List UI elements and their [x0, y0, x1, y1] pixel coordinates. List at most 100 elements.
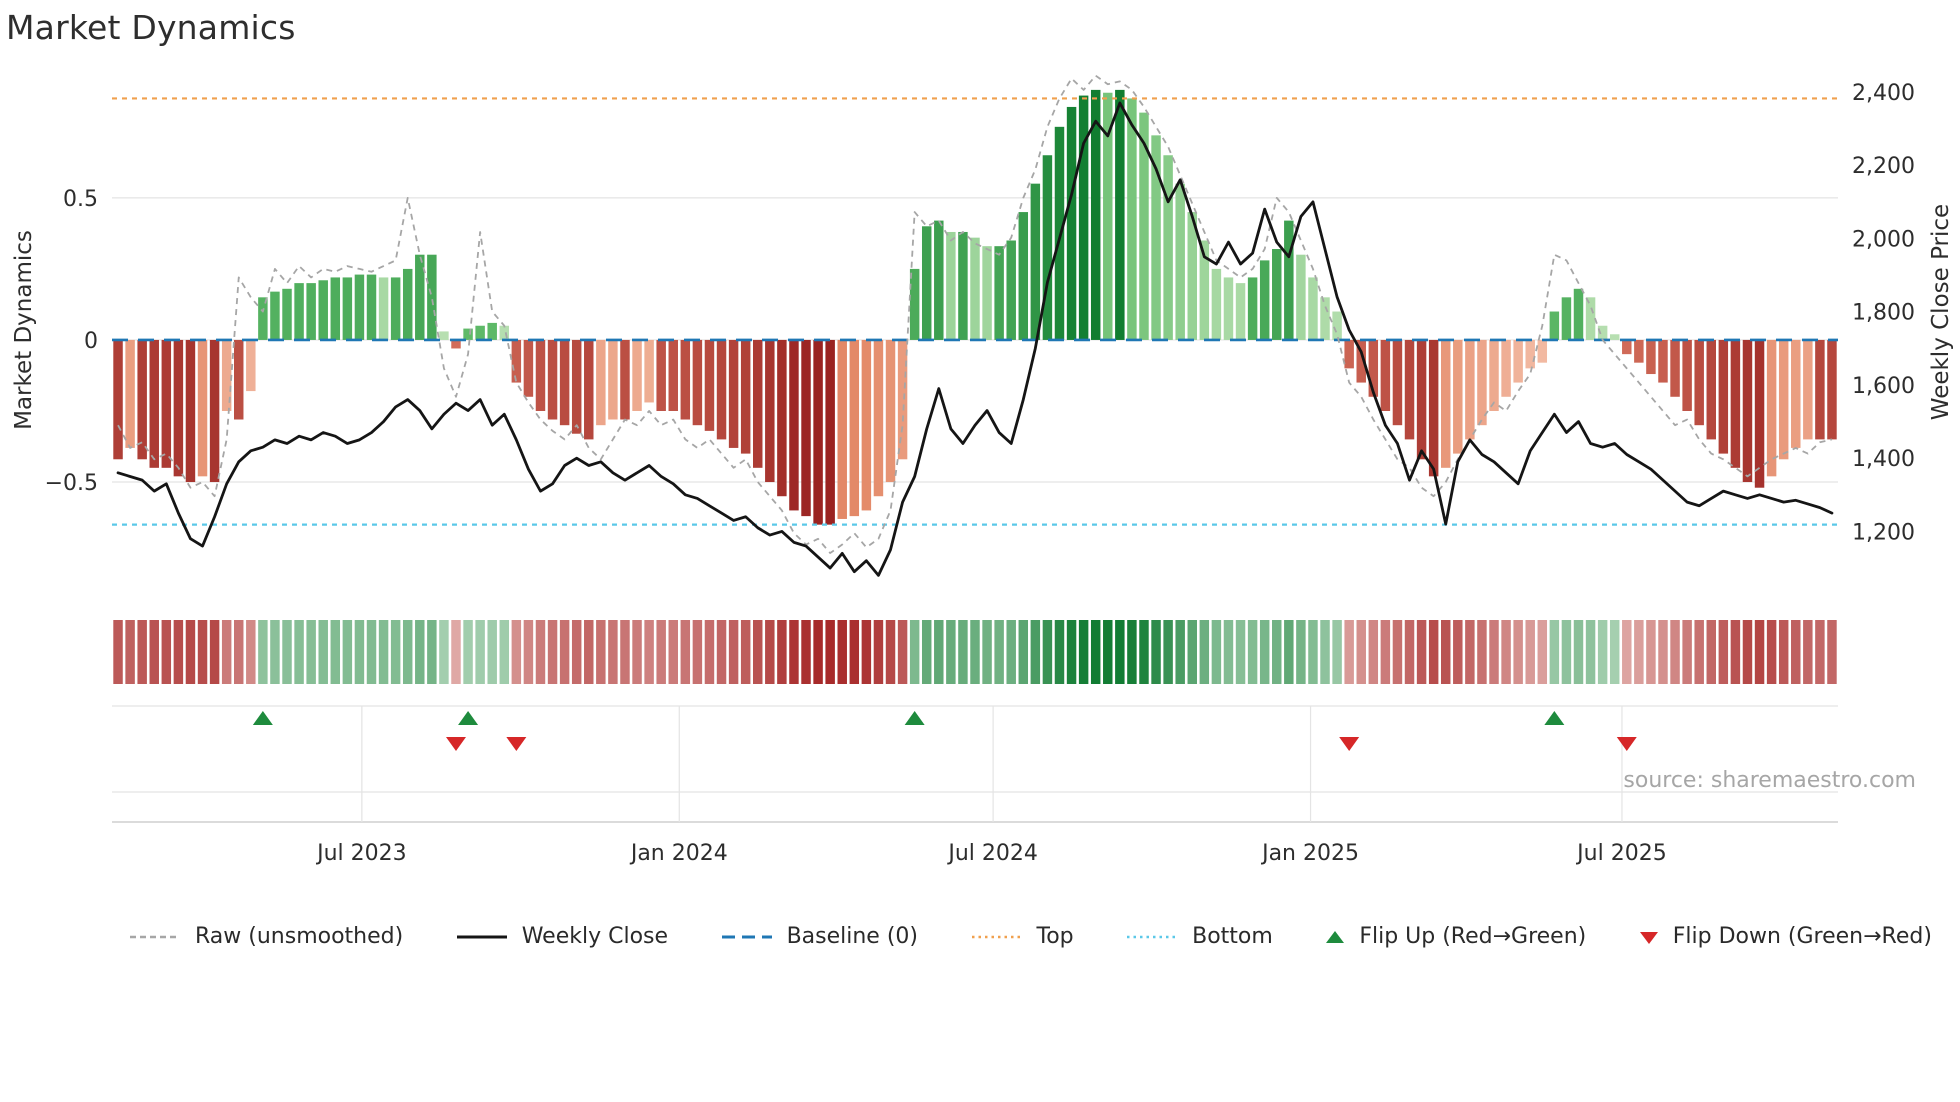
oscillator-bar	[958, 231, 968, 340]
heatmap-cell	[427, 620, 437, 684]
heatmap-cell	[463, 620, 473, 684]
heatmap-cell	[1175, 620, 1185, 684]
chart-legend: Raw (unsmoothed) Weekly Close Baseline (0)…	[128, 924, 1932, 949]
heatmap-cell	[753, 620, 763, 684]
heatmap-cell	[1670, 620, 1680, 684]
oscillator-bar	[1754, 339, 1765, 488]
heatmap-cell	[1211, 620, 1222, 684]
x-axis-tick-label: Jul 2023	[315, 841, 407, 866]
legend-item-flip-down-green-red: Flip Down (Green→Red)	[1638, 924, 1932, 949]
right-axis-tick-label: 1,800	[1852, 301, 1915, 326]
oscillator-bar	[535, 339, 546, 411]
heatmap-cell	[415, 620, 425, 684]
oscillator-bar	[318, 280, 328, 340]
heatmap-cell	[1296, 620, 1306, 684]
oscillator-bar	[221, 339, 232, 411]
heatmap-cell	[765, 620, 775, 684]
heatmap-cell	[740, 620, 751, 684]
oscillator-bar	[1682, 339, 1692, 411]
oscillator-bar	[1634, 339, 1644, 363]
oscillator-bar	[1718, 339, 1729, 454]
oscillator-bar	[1585, 297, 1596, 340]
heatmap-cell	[1308, 620, 1318, 684]
heatmap-cell	[233, 620, 244, 684]
heatmap-cell	[1368, 620, 1379, 684]
heatmap-cell	[1428, 620, 1439, 684]
heatmap-cell	[644, 620, 654, 684]
oscillator-bar	[921, 226, 932, 340]
legend-item-raw-unsmoothed: Raw (unsmoothed)	[128, 924, 403, 949]
oscillator-bar	[1622, 339, 1632, 355]
heatmap-cell	[1815, 620, 1825, 684]
heatmap-cell	[1404, 620, 1415, 684]
line-swatch-icon	[456, 935, 507, 938]
oscillator-bar	[753, 339, 763, 468]
legend-label: Bottom	[1192, 924, 1273, 949]
heatmap-cell	[402, 620, 413, 684]
left-axis-tick-label: 0.5	[63, 187, 98, 212]
oscillator-bar	[378, 277, 389, 340]
oscillator-bar	[1573, 288, 1584, 340]
heatmap-cell	[318, 620, 328, 684]
heatmap-cell	[173, 620, 184, 684]
oscillator-bar	[1187, 212, 1197, 340]
heatmap-cell	[632, 620, 642, 684]
heatmap-cell	[668, 620, 678, 684]
legend-item-flip-up-red-green: Flip Up (Red→Green)	[1324, 924, 1586, 949]
heatmap-cell	[1609, 620, 1620, 684]
heatmap-cell	[1066, 620, 1077, 684]
heatmap-cell	[994, 620, 1004, 684]
heatmap-cell	[390, 620, 401, 684]
heatmap-cell	[330, 620, 341, 684]
oscillator-bar	[511, 339, 522, 383]
heatmap-cell	[366, 620, 377, 684]
legend-item-top: Top	[970, 924, 1074, 949]
heatmap-cell	[246, 620, 256, 684]
heatmap-cell	[1151, 620, 1161, 684]
heatmap-cell	[1694, 620, 1704, 684]
oscillator-bar	[849, 339, 860, 517]
oscillator-bar	[1211, 268, 1222, 340]
x-axis-tick-label: Jul 2024	[946, 841, 1038, 866]
oscillator-bar	[885, 339, 896, 483]
heatmap-cell	[1054, 620, 1065, 684]
legend-label: Baseline (0)	[786, 924, 918, 949]
flip-up-marker	[458, 711, 479, 725]
oscillator-bar	[1151, 135, 1161, 340]
heatmap-cell	[656, 620, 666, 684]
flip-down-marker	[1616, 737, 1637, 751]
heatmap-cell	[1682, 620, 1692, 684]
oscillator-bar	[1115, 89, 1125, 340]
heatmap-cell	[596, 620, 606, 684]
heatmap-cell	[1561, 620, 1572, 684]
oscillator-bar	[499, 325, 510, 340]
oscillator-bar	[149, 339, 159, 468]
legend-item-weekly-close: Weekly Close	[455, 924, 668, 949]
heatmap-cell	[1730, 620, 1741, 684]
oscillator-bar	[897, 339, 908, 460]
oscillator-bar	[596, 339, 606, 426]
oscillator-bar	[1006, 240, 1016, 340]
oscillator-bar	[1284, 220, 1294, 340]
oscillator-bar	[113, 339, 123, 460]
oscillator-bar	[1030, 183, 1041, 340]
heatmap-cell	[1247, 620, 1258, 684]
oscillator-bar	[789, 339, 799, 511]
x-axis-tick-label: Jan 2024	[629, 841, 728, 866]
oscillator-bar	[934, 220, 944, 340]
flip-down-legend-icon	[1639, 931, 1658, 944]
oscillator-bar	[668, 339, 678, 411]
oscillator-bar	[1428, 339, 1439, 477]
oscillator-bar	[1296, 254, 1306, 340]
oscillator-bar	[1139, 112, 1149, 340]
oscillator-bar	[1827, 339, 1837, 440]
heatmap-cell	[1115, 620, 1125, 684]
oscillator-bar	[1670, 339, 1680, 397]
marker-panel	[112, 705, 1838, 823]
oscillator-bar	[1404, 339, 1415, 440]
heatmap-cell	[306, 620, 316, 684]
flip-markers	[252, 711, 1637, 751]
oscillator-bar	[873, 339, 884, 497]
heatmap-cell	[704, 620, 715, 684]
oscillator-bar	[632, 339, 642, 411]
